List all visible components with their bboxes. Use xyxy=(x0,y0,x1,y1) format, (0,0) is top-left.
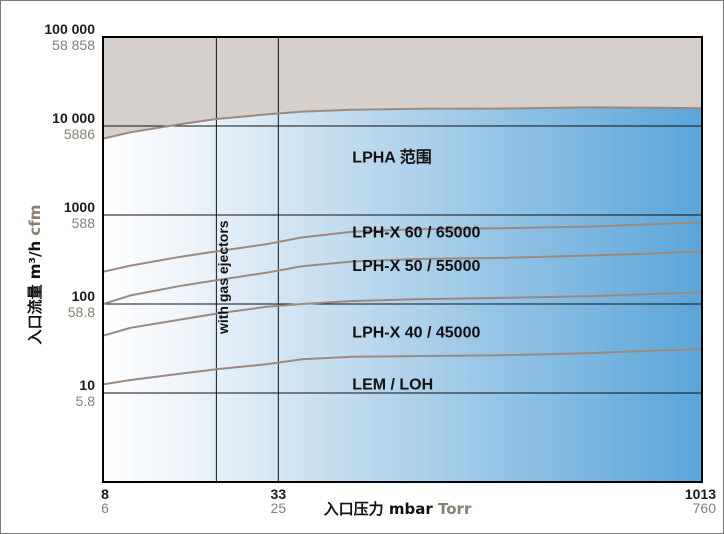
series-line-4 xyxy=(103,291,702,337)
y-axis-title-main: 入口流量 m³/h xyxy=(26,236,44,345)
series-line-3 xyxy=(103,250,702,305)
x-tick-label-alt: 6 xyxy=(101,500,109,516)
x-tick-label-alt: 25 xyxy=(271,500,287,516)
x-axis-title: 入口压力 mbar Torr xyxy=(324,500,472,518)
series-label-1: LPHA 范围 xyxy=(352,147,431,166)
y-tick-label: 100 000 xyxy=(44,21,95,37)
series-label-3: LPH-X 50 / 55000 xyxy=(352,258,480,275)
y-axis-title: 入口流量 m³/h cfm xyxy=(26,205,44,345)
y-tick-label-alt: 5.8 xyxy=(76,393,96,409)
series-label-5: LEM / LOH xyxy=(352,376,433,393)
y-tick-label: 100 xyxy=(72,288,96,304)
annotation-gas-ejectors: with gas ejectors xyxy=(215,220,231,335)
region-above xyxy=(103,37,702,139)
x-tick-label-alt: 760 xyxy=(693,500,717,516)
y-tick-label-alt: 58.8 xyxy=(68,304,95,320)
y-tick-label: 10 xyxy=(79,377,95,393)
y-tick-label: 10 000 xyxy=(52,110,95,126)
series-label-2: LPH-X 60 / 65000 xyxy=(352,224,480,241)
x-axis-title-alt: Torr xyxy=(438,500,472,518)
y-tick-label: 1000 xyxy=(64,199,95,215)
y-tick-label-alt: 5886 xyxy=(64,126,95,142)
series-line-1 xyxy=(103,106,702,140)
x-tick-label: 1013 xyxy=(685,486,716,502)
series-label-4: LPH-X 40 / 45000 xyxy=(352,325,480,342)
series-line-5 xyxy=(103,348,702,386)
y-axis-title-alt: cfm xyxy=(26,205,44,236)
x-tick-label: 33 xyxy=(271,486,287,502)
lpha-region xyxy=(103,107,702,483)
x-tick-label: 8 xyxy=(101,486,109,502)
plot-border xyxy=(102,36,703,483)
y-tick-label-alt: 588 xyxy=(72,215,96,231)
y-tick-label-alt: 58 858 xyxy=(52,37,95,53)
series-line-2 xyxy=(103,221,702,273)
x-axis-title-main: 入口压力 mbar xyxy=(324,500,438,518)
